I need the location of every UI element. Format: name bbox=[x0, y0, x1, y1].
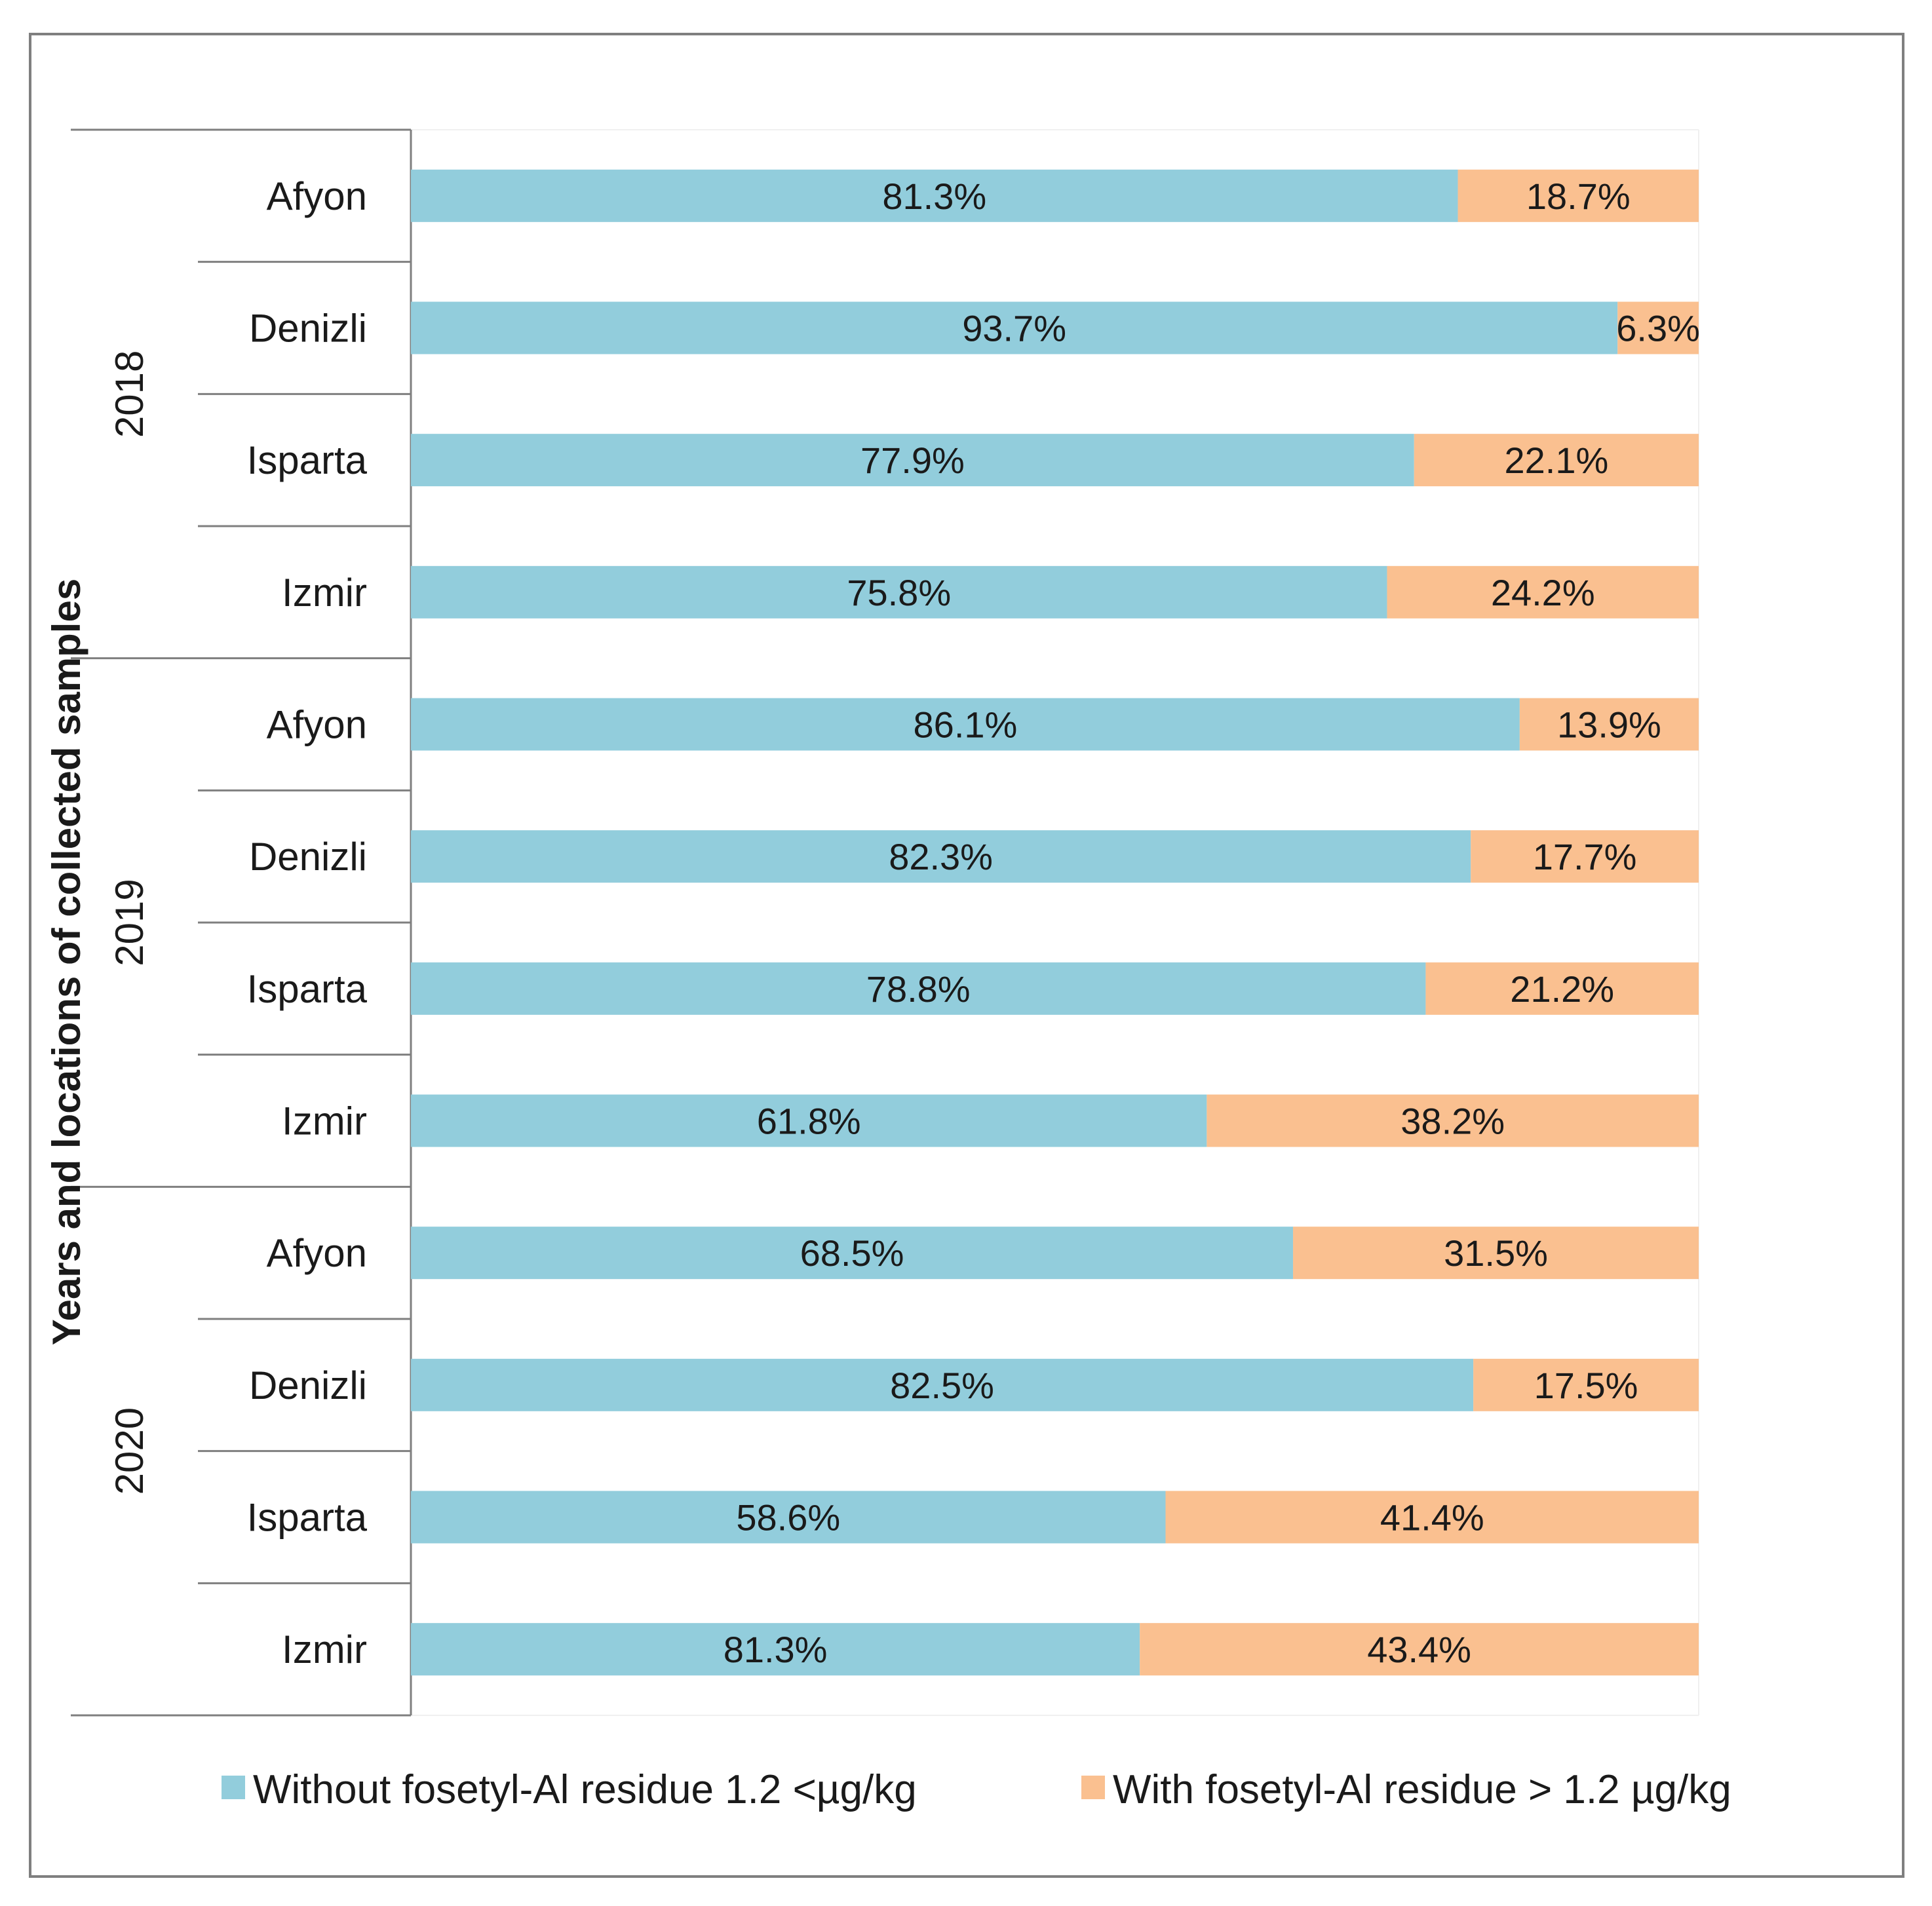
bar-with-residue bbox=[1414, 434, 1699, 487]
bar-with-residue bbox=[1207, 1094, 1699, 1147]
bar-with-residue bbox=[1165, 1491, 1699, 1544]
data-label-with-residue: 6.3% bbox=[1616, 308, 1700, 349]
data-label-without-residue: 75.8% bbox=[847, 572, 951, 613]
chart-legend: Without fosetyl-Al residue 1.2 <µg/kg Wit… bbox=[222, 1767, 1731, 1812]
data-label-without-residue: 81.3% bbox=[724, 1629, 828, 1670]
bar-with-residue bbox=[1293, 1227, 1699, 1280]
year-label: 2019 bbox=[107, 879, 151, 966]
data-label-with-residue: 17.7% bbox=[1533, 836, 1637, 877]
chart-bars: 81.3% 18.7% 93.7% 6.3% 77.9% 22.1% 75.8% 24.2% 8… bbox=[411, 169, 1700, 1676]
category-label: Isparta bbox=[247, 1496, 368, 1540]
bar-without-residue bbox=[411, 169, 1458, 222]
data-label-without-residue: 82.3% bbox=[889, 836, 993, 877]
category-label: Izmir bbox=[282, 571, 367, 615]
data-label-with-residue: 38.2% bbox=[1401, 1101, 1505, 1142]
bar-without-residue bbox=[411, 698, 1520, 751]
data-label-without-residue: 58.6% bbox=[736, 1497, 840, 1538]
category-label: Izmir bbox=[282, 1099, 367, 1143]
legend-item-with-residue-swatch bbox=[1081, 1776, 1105, 1799]
year-label: 2018 bbox=[107, 351, 151, 438]
legend-item-with-residue-label: With fosetyl-Al residue > 1.2 µg/kg bbox=[1113, 1767, 1731, 1812]
category-label: Afyon bbox=[267, 703, 367, 747]
bar-with-residue bbox=[1471, 830, 1699, 883]
data-label-without-residue: 81.3% bbox=[882, 176, 986, 217]
data-label-with-residue: 13.9% bbox=[1557, 704, 1661, 746]
bar-without-residue bbox=[411, 434, 1414, 487]
data-label-with-residue: 17.5% bbox=[1534, 1365, 1638, 1406]
data-label-without-residue: 61.8% bbox=[757, 1101, 861, 1142]
category-label: Isparta bbox=[247, 438, 368, 482]
bar-without-residue bbox=[411, 830, 1471, 883]
data-label-with-residue: 41.4% bbox=[1380, 1497, 1484, 1538]
year-label: 2020 bbox=[107, 1407, 151, 1495]
data-label-with-residue: 18.7% bbox=[1526, 176, 1631, 217]
bar-with-residue bbox=[1617, 301, 1699, 354]
bar-without-residue bbox=[411, 1623, 1140, 1676]
chart-axes: Afyon Denizli Isparta Izmir 2018 Afyon Denizli… bbox=[45, 128, 1699, 1717]
category-label: Denizli bbox=[249, 835, 367, 879]
category-label: Isparta bbox=[247, 967, 368, 1011]
bar-without-residue bbox=[411, 1491, 1166, 1544]
bar-with-residue bbox=[1458, 169, 1699, 222]
data-label-without-residue: 77.9% bbox=[860, 440, 965, 481]
bar-without-residue bbox=[411, 1227, 1294, 1280]
y-axis-title: Years and locations of collected samples bbox=[45, 579, 88, 1345]
category-label: Denizli bbox=[249, 307, 367, 351]
bar-without-residue bbox=[411, 1094, 1207, 1147]
data-label-without-residue: 82.5% bbox=[890, 1365, 994, 1406]
category-label: Denizli bbox=[249, 1363, 367, 1407]
data-label-with-residue: 24.2% bbox=[1491, 572, 1595, 613]
category-label: Izmir bbox=[282, 1628, 367, 1671]
bar-without-residue bbox=[411, 565, 1387, 619]
data-label-with-residue: 43.4% bbox=[1367, 1629, 1471, 1670]
legend-item-without-residue-label: Without fosetyl-Al residue 1.2 <µg/kg bbox=[253, 1767, 917, 1812]
legend-item-without-residue-swatch bbox=[222, 1776, 245, 1799]
bar-with-residue bbox=[1473, 1358, 1699, 1411]
data-label-with-residue: 21.2% bbox=[1510, 968, 1614, 1010]
bar-with-residue bbox=[1519, 698, 1699, 751]
data-label-with-residue: 31.5% bbox=[1444, 1232, 1548, 1274]
data-label-without-residue: 93.7% bbox=[962, 308, 1066, 349]
data-label-without-residue: 78.8% bbox=[866, 968, 971, 1010]
bar-without-residue bbox=[411, 962, 1426, 1015]
category-label: Afyon bbox=[267, 1231, 367, 1275]
bar-without-residue bbox=[411, 301, 1618, 354]
data-label-without-residue: 86.1% bbox=[914, 704, 1018, 746]
bar-with-residue bbox=[1387, 565, 1699, 619]
data-label-with-residue: 22.1% bbox=[1504, 440, 1608, 481]
bar-with-residue bbox=[1425, 962, 1699, 1015]
bar-without-residue bbox=[411, 1358, 1474, 1411]
category-label: Afyon bbox=[267, 174, 367, 218]
data-label-without-residue: 68.5% bbox=[800, 1232, 904, 1274]
bar-with-residue bbox=[1140, 1623, 1699, 1676]
